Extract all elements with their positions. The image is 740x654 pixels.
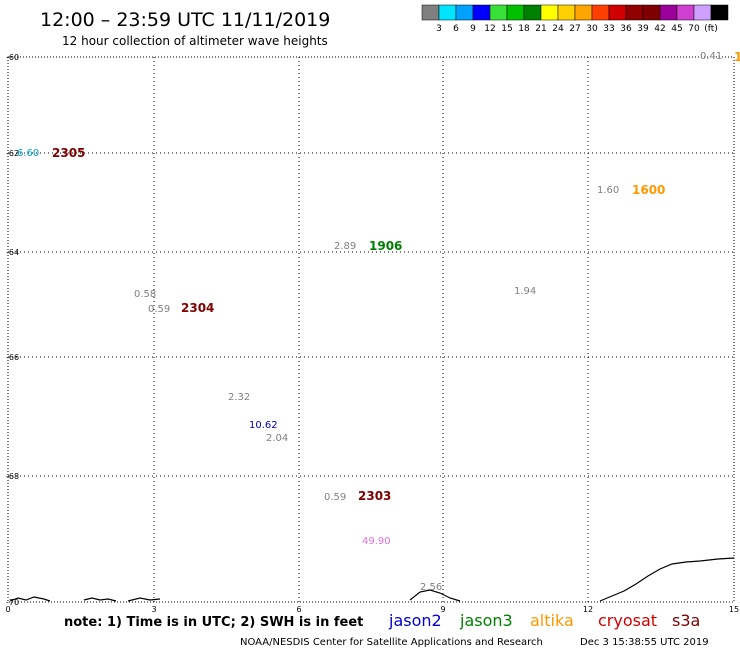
swh-label: 0.59 [148, 304, 170, 315]
scale-swatch [557, 4, 576, 21]
swh-label: 2.04 [266, 433, 288, 444]
scale-label: (ft) [704, 24, 718, 34]
scale-label: 27 [569, 24, 580, 34]
latitude-tick: -64 [6, 248, 19, 257]
longitude-tick: 0 [5, 605, 10, 614]
pass-time-label: 2305 [52, 146, 85, 160]
pass-time-label: 1 [734, 50, 740, 64]
longitude-tick: 12 [583, 605, 593, 614]
pass-time-label: 2303 [358, 489, 391, 503]
scale-swatch [472, 4, 491, 21]
legend-jason2: jason2 [388, 611, 442, 630]
scale-swatch [574, 4, 593, 21]
legend-s3a: s3a [672, 611, 700, 630]
color-scale: 3 6 9 12 15 18 21 24 27 30 33 36 39 42 45 70 (ft) [421, 4, 729, 34]
scale-swatch [676, 4, 695, 21]
scale-label: 70 [688, 24, 700, 34]
scale-swatch [710, 4, 729, 21]
pass-time-label: 2304 [181, 301, 214, 315]
scale-swatch [438, 4, 457, 21]
latitude-labels: -60 -62 -64 -66 -68 -70 [6, 53, 19, 607]
latitude-tick: -66 [6, 353, 19, 362]
scale-label: 18 [518, 24, 530, 34]
pass-time-label: 1906 [369, 239, 402, 253]
scale-swatch [625, 4, 644, 21]
legend-note: note: 1) Time is in UTC; 2) SWH is in fe… [64, 615, 363, 630]
scale-swatch [608, 4, 627, 21]
map-title: 12:00 – 23:59 UTC 11/11/2019 [40, 9, 330, 31]
swh-label: 0.41 [700, 51, 722, 62]
scale-label: 15 [501, 24, 512, 34]
scale-label: 45 [671, 24, 682, 34]
scale-swatch [659, 4, 678, 21]
scale-label: 33 [603, 24, 614, 34]
latitude-tick: -60 [6, 53, 19, 62]
longitude-labels: 0 3 6 9 12 15 [5, 605, 739, 614]
legend-jason3: jason3 [459, 611, 513, 630]
scale-label: 6 [453, 24, 459, 34]
swh-label: 2.32 [228, 392, 250, 403]
latitude-tick: -68 [6, 472, 19, 481]
scale-swatch [591, 4, 610, 21]
scale-swatch [421, 4, 440, 21]
map-subtitle: 12 hour collection of altimeter wave hei… [62, 34, 328, 48]
swh-label: 49.90 [362, 536, 391, 547]
coastline [9, 557, 735, 602]
swh-label: 10.62 [249, 420, 278, 431]
swh-label: 2.56 [420, 582, 442, 593]
observations: 0.41 1 6.60 2305 1.60 1600 2.89 1906 1.9… [17, 50, 740, 593]
swh-label: 0.59 [324, 492, 346, 503]
scale-label: 21 [535, 24, 546, 34]
latitude-tick: -62 [6, 149, 19, 158]
credit-line: NOAA/NESDIS Center for Satellite Applica… [240, 637, 543, 648]
legend-cryosat: cryosat [598, 611, 657, 630]
longitude-tick: 15 [729, 605, 739, 614]
scale-swatch [455, 4, 474, 21]
scale-swatch [489, 4, 508, 21]
longitude-tick: 6 [296, 605, 301, 614]
scale-label: 30 [586, 24, 598, 34]
swh-label: 0.58 [134, 289, 156, 300]
pass-time-label: 1600 [632, 183, 665, 197]
longitude-tick: 3 [151, 605, 156, 614]
scale-label: 12 [484, 24, 495, 34]
scale-swatch [540, 4, 559, 21]
swh-label: 1.94 [514, 286, 536, 297]
generated-timestamp: Dec 3 15:38:55 UTC 2019 [580, 637, 709, 648]
longitude-tick: 9 [440, 605, 445, 614]
swh-label: 2.89 [334, 241, 356, 252]
scale-swatch [693, 4, 712, 21]
map-frame [7, 56, 735, 603]
swh-label: 6.60 [17, 148, 39, 159]
scale-swatch [523, 4, 542, 21]
scale-label: 24 [552, 24, 564, 34]
graticule [8, 57, 734, 602]
scale-label: 42 [654, 24, 665, 34]
scale-label: 9 [470, 24, 476, 34]
scale-swatch [642, 4, 661, 21]
legend-altika: altika [530, 611, 574, 630]
scale-swatch [506, 4, 525, 21]
latitude-tick: -70 [6, 598, 19, 607]
scale-label: 3 [436, 24, 442, 34]
scale-label: 39 [637, 24, 649, 34]
swh-label: 1.60 [597, 185, 619, 196]
scale-label: 36 [620, 24, 632, 34]
